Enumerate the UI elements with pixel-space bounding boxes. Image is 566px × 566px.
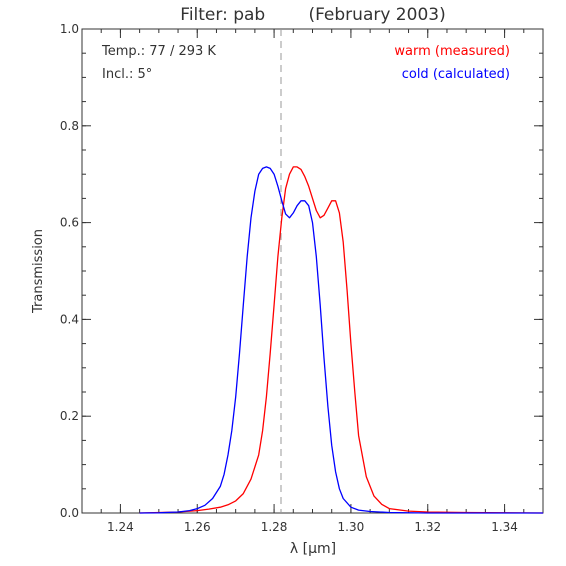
x-tick-label: 1.30 xyxy=(338,520,365,534)
x-axis: 1.24 1.26 1.28 1.30 1.32 1.34 xyxy=(81,29,544,534)
y-tick-label: 0.0 xyxy=(60,506,79,520)
x-tick-label: 1.32 xyxy=(414,520,441,534)
y-axis: 0.0 0.2 0.4 0.6 0.8 1.0 xyxy=(60,22,543,520)
temp-annotation: Temp.: 77 / 293 K xyxy=(101,44,216,59)
legend-cold: cold (calculated) xyxy=(402,67,510,82)
y-tick-label: 0.8 xyxy=(60,119,79,133)
legend-warm: warm (measured) xyxy=(394,44,510,59)
x-tick-label: 1.26 xyxy=(184,520,211,534)
x-tick-label: 1.24 xyxy=(107,520,134,534)
plot-border xyxy=(81,28,544,514)
y-tick-label: 1.0 xyxy=(60,22,79,36)
x-tick-label: 1.34 xyxy=(491,520,518,534)
incl-annotation: Incl.: 5° xyxy=(102,67,152,82)
y-tick-label: 0.4 xyxy=(60,312,79,326)
series-line-warm xyxy=(139,166,544,514)
x-axis-label: λ [μm] xyxy=(290,541,336,557)
plot-frame xyxy=(81,28,544,514)
series-group xyxy=(139,166,544,514)
y-tick-label: 0.2 xyxy=(60,409,79,423)
series-line-cold xyxy=(139,166,543,514)
y-tick-label: 0.6 xyxy=(60,216,79,230)
y-axis-label: Transmission xyxy=(31,229,46,314)
chart-title: Filter: pab (February 2003) xyxy=(180,5,445,25)
x-tick-label: 1.28 xyxy=(261,520,288,534)
